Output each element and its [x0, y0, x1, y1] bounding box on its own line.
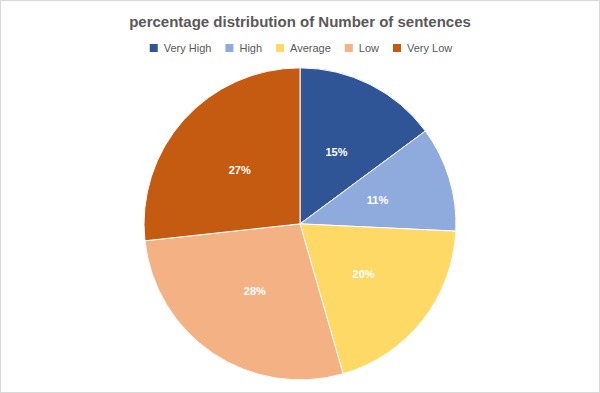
svg-text:Very High: Very High: [164, 42, 212, 54]
svg-text:High: High: [239, 42, 262, 54]
svg-text:28%: 28%: [244, 285, 266, 297]
svg-text:Low: Low: [359, 42, 379, 54]
svg-text:percentage distribution of Num: percentage distribution of Number of sen…: [129, 13, 471, 30]
svg-text:27%: 27%: [229, 164, 251, 176]
svg-text:15%: 15%: [325, 146, 347, 158]
svg-text:Very Low: Very Low: [407, 42, 452, 54]
svg-text:Average: Average: [290, 42, 331, 54]
svg-text:20%: 20%: [353, 268, 375, 280]
svg-text:11%: 11%: [367, 194, 389, 206]
